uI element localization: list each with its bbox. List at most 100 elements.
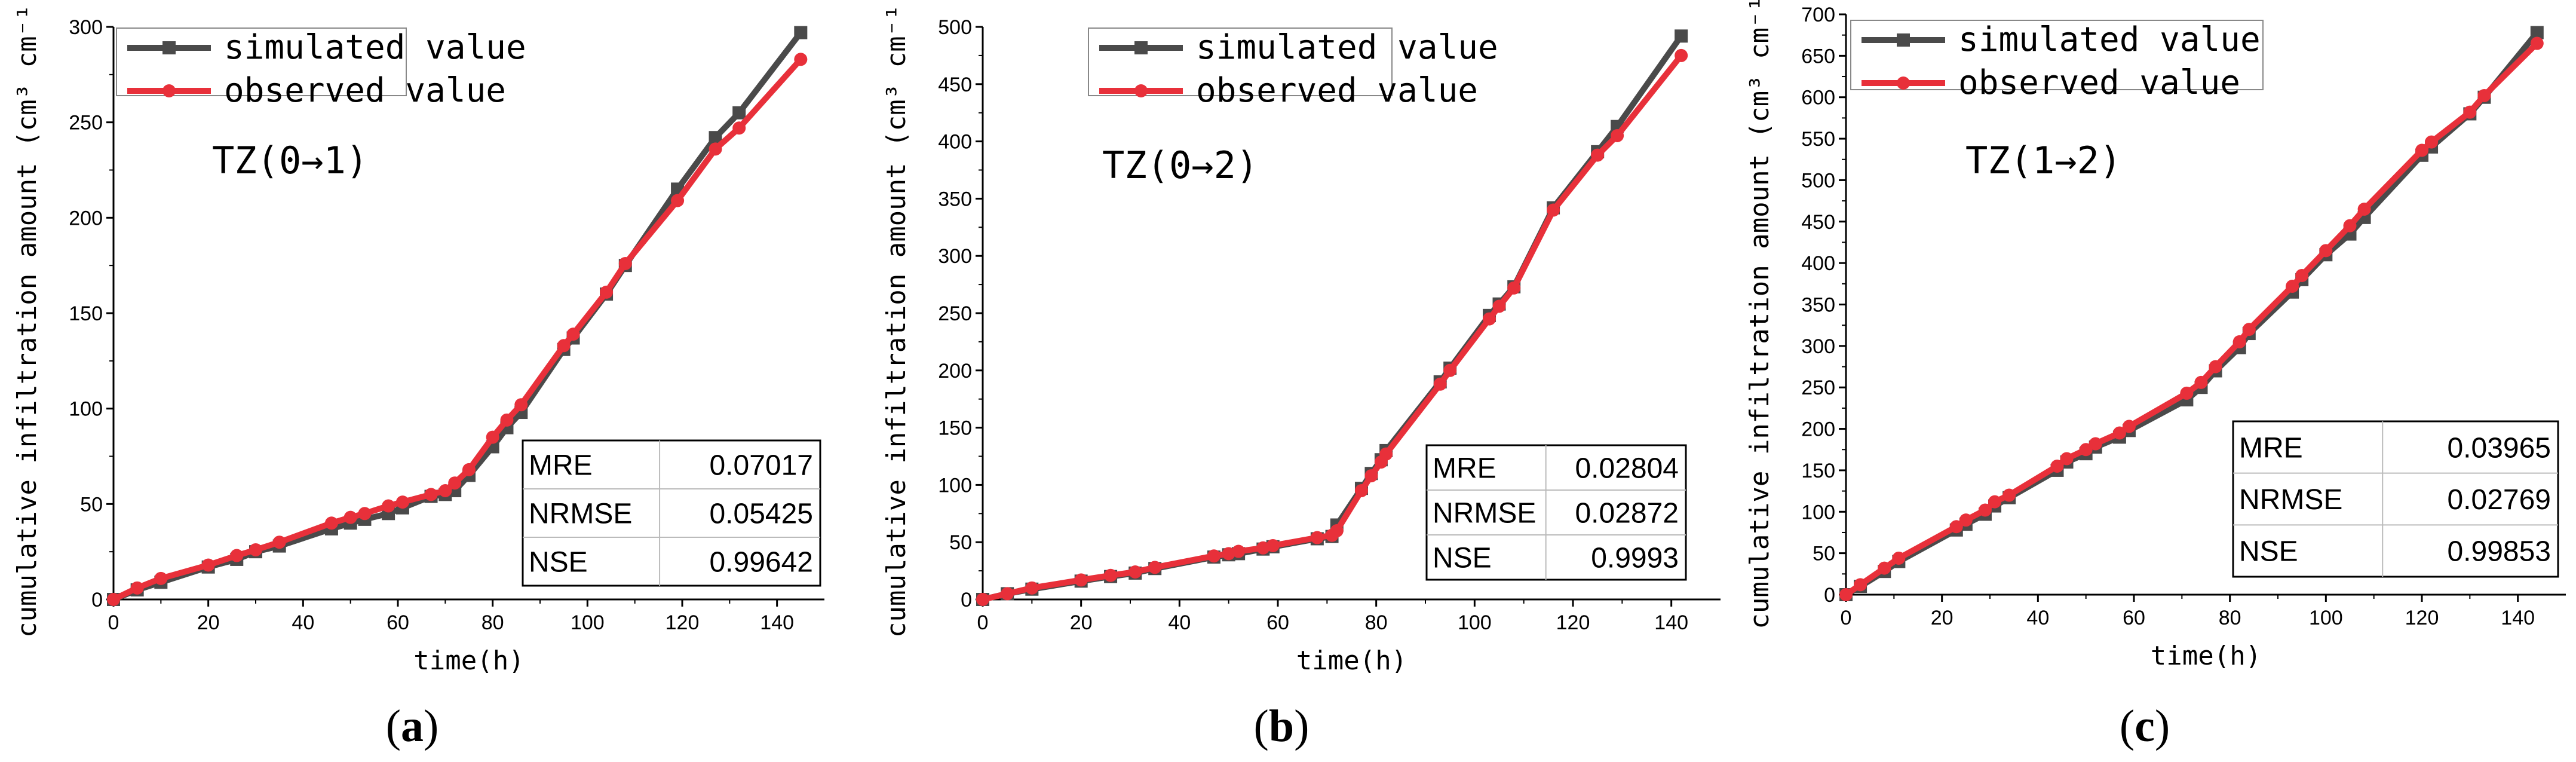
observed-point xyxy=(344,510,357,524)
y-tick-label: 100 xyxy=(1801,501,1835,524)
observed-point xyxy=(1001,587,1014,601)
y-tick-label: 350 xyxy=(1801,294,1835,317)
observed-point xyxy=(976,593,989,606)
observed-point xyxy=(2180,386,2194,400)
simulated-point xyxy=(2530,26,2544,39)
observed-point xyxy=(514,398,528,412)
legend-label: observed value xyxy=(1196,71,1478,110)
observed-point xyxy=(618,256,632,270)
y-tick-label: 200 xyxy=(69,207,103,229)
observed-point xyxy=(1330,524,1344,538)
metric-name: MRE xyxy=(529,450,593,482)
simulated-point xyxy=(709,131,722,145)
y-tick-label: 150 xyxy=(1801,460,1835,482)
metric-name: NRMSE xyxy=(2239,484,2342,516)
x-tick-label: 40 xyxy=(292,611,314,634)
y-tick-label: 500 xyxy=(938,16,972,39)
y-tick-label: 400 xyxy=(1801,252,1835,275)
y-tick-label: 100 xyxy=(938,474,972,497)
observed-point xyxy=(201,558,215,572)
observed-point xyxy=(1854,578,1867,592)
y-tick-label: 250 xyxy=(69,112,103,134)
observed-point xyxy=(1207,549,1220,563)
y-tick-label: 300 xyxy=(1801,335,1835,358)
metrics-table: MRE 0.02804 NRMSE 0.02872 NSE 0.9993 xyxy=(1425,444,1687,581)
observed-point xyxy=(1492,299,1506,313)
observed-point xyxy=(2415,143,2428,157)
metrics-table: MRE 0.03965 NRMSE 0.02769 NSE 0.99853 xyxy=(2232,420,2559,578)
legend-marker xyxy=(1897,33,1910,47)
observed-point xyxy=(557,339,571,353)
observed-point xyxy=(1266,538,1280,552)
observed-point xyxy=(324,516,338,530)
metric-value: 0.03965 xyxy=(2447,432,2551,464)
x-tick-label: 0 xyxy=(977,611,989,634)
y-tick-label: 150 xyxy=(69,302,103,325)
metric-name: MRE xyxy=(2239,432,2303,464)
panel-annotation: TZ(0→1) xyxy=(212,139,368,182)
observed-point xyxy=(1354,483,1368,497)
y-tick-label: 650 xyxy=(1801,45,1835,68)
legend-label: simulated value xyxy=(1958,20,2261,59)
y-tick-label: 0 xyxy=(91,589,103,611)
observed-point xyxy=(2194,375,2208,389)
observed-point xyxy=(1507,281,1521,295)
metric-name: NSE xyxy=(2239,536,2298,568)
observed-point xyxy=(486,430,499,444)
y-tick-label: 700 xyxy=(1801,4,1835,26)
x-tick-label: 20 xyxy=(1931,607,1954,629)
legend-box xyxy=(1850,20,2264,90)
observed-point xyxy=(2343,219,2357,232)
observed-point xyxy=(2089,437,2102,451)
chart-panel-a: 0 50 100 150 200 250 300 0 20 40 60 80 100 120 140 time… xyxy=(12,0,824,751)
observed-point xyxy=(448,476,462,490)
legend-marker xyxy=(1134,84,1148,97)
x-tick-label: 140 xyxy=(1654,611,1688,634)
observed-point xyxy=(1988,495,2002,509)
observed-point xyxy=(1148,561,1162,574)
x-tick-label: 100 xyxy=(1458,611,1492,634)
observed-point xyxy=(2112,426,2126,440)
metric-value: 0.05425 xyxy=(709,498,813,530)
x-tick-label: 80 xyxy=(482,611,504,634)
panel-caption: (c) xyxy=(2120,701,2170,751)
legend-label: observed value xyxy=(224,71,506,110)
observed-point xyxy=(732,121,746,135)
metrics-table: MRE 0.07017 NRMSE 0.05425 NSE 0.99642 xyxy=(522,439,821,587)
observed-point xyxy=(1443,363,1457,377)
observed-point xyxy=(1128,565,1142,579)
x-tick-label: 0 xyxy=(108,611,119,634)
metrics-table-frame xyxy=(2232,420,2559,578)
observed-point xyxy=(1256,541,1270,555)
chart-panel-b: 0 50 100 150 200 250 300 350 400 450 500 0 20 40 60 80 1… xyxy=(881,0,1721,751)
observed-point xyxy=(1959,513,1973,527)
y-tick-label: 450 xyxy=(1801,211,1835,234)
y-tick-label: 300 xyxy=(69,16,103,39)
observed-point xyxy=(1547,203,1560,217)
x-tick-label: 60 xyxy=(2123,607,2145,629)
observed-point xyxy=(2463,105,2477,119)
legend-box xyxy=(1088,27,1393,96)
legend-marker xyxy=(1134,41,1148,54)
observed-point xyxy=(2425,135,2439,149)
y-tick-label: 150 xyxy=(938,417,972,440)
y-tick-label: 500 xyxy=(1801,169,1835,192)
x-tick-label: 60 xyxy=(387,611,409,634)
observed-point xyxy=(1379,447,1393,461)
metric-value: 0.07017 xyxy=(709,450,813,482)
panel-annotation: TZ(0→2) xyxy=(1102,143,1258,187)
observed-point xyxy=(2357,202,2371,216)
observed-point xyxy=(566,328,580,341)
observed-point xyxy=(2122,420,2136,433)
observed-point xyxy=(2002,488,2016,502)
legend-label: observed value xyxy=(1958,63,2240,102)
y-tick-label: 300 xyxy=(938,245,972,268)
y-axis-label: cumulative infiltration amount (cm³ cm⁻¹… xyxy=(1744,0,1775,629)
observed-point xyxy=(709,142,722,156)
metric-value: 0.9993 xyxy=(1591,543,1679,574)
observed-point xyxy=(1878,561,1891,575)
observed-point xyxy=(1104,568,1118,582)
observed-point xyxy=(395,495,409,509)
y-tick-label: 550 xyxy=(1801,128,1835,151)
y-tick-label: 350 xyxy=(938,188,972,210)
